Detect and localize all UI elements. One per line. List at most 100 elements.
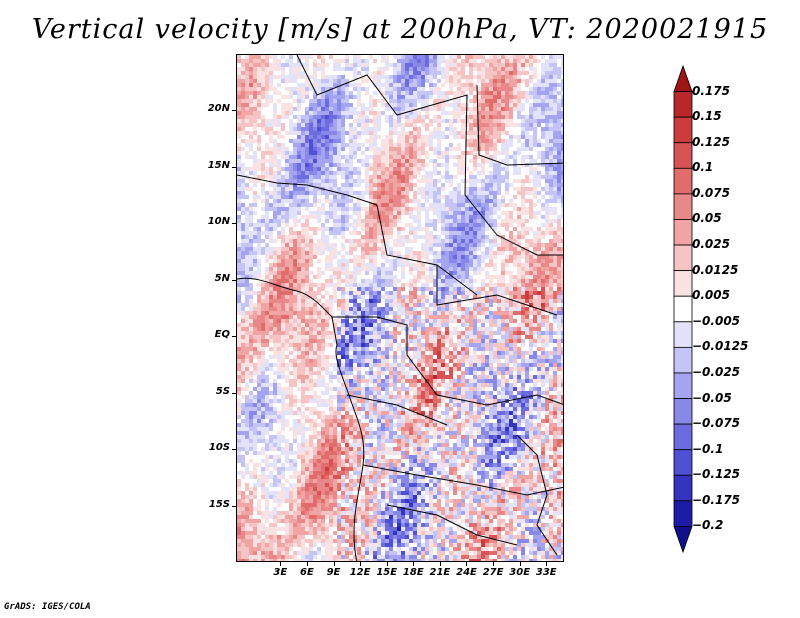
velocity-cell bbox=[497, 191, 501, 195]
velocity-cell bbox=[465, 135, 469, 139]
velocity-cell bbox=[249, 283, 253, 287]
velocity-cell bbox=[365, 223, 369, 227]
velocity-cell bbox=[409, 95, 413, 99]
velocity-cell bbox=[457, 87, 461, 91]
velocity-cell bbox=[281, 71, 285, 75]
velocity-cell bbox=[313, 279, 317, 283]
velocity-cell bbox=[289, 91, 293, 95]
velocity-cell bbox=[357, 159, 361, 163]
velocity-cell bbox=[517, 195, 521, 199]
velocity-cell bbox=[497, 139, 501, 143]
velocity-cell bbox=[317, 99, 321, 103]
velocity-cell bbox=[265, 83, 269, 87]
velocity-cell bbox=[505, 99, 509, 103]
velocity-cell bbox=[561, 299, 563, 303]
velocity-cell bbox=[381, 191, 385, 195]
velocity-cell bbox=[453, 127, 457, 131]
velocity-cell bbox=[473, 231, 477, 235]
velocity-cell bbox=[521, 63, 525, 67]
velocity-cell bbox=[529, 239, 533, 243]
velocity-cell bbox=[505, 279, 509, 283]
velocity-cell bbox=[425, 259, 429, 263]
velocity-cell bbox=[413, 255, 417, 259]
velocity-cell bbox=[453, 279, 457, 283]
velocity-cell bbox=[257, 59, 261, 63]
velocity-cell bbox=[321, 95, 325, 99]
velocity-cell bbox=[337, 215, 341, 219]
velocity-cell bbox=[545, 283, 549, 287]
velocity-cell bbox=[369, 211, 373, 215]
velocity-cell bbox=[265, 295, 269, 299]
velocity-cell bbox=[541, 295, 545, 299]
velocity-cell bbox=[361, 67, 365, 71]
velocity-cell bbox=[373, 291, 377, 295]
velocity-cell bbox=[441, 59, 445, 63]
velocity-cell bbox=[441, 131, 445, 135]
velocity-cell bbox=[397, 151, 401, 155]
velocity-cell bbox=[481, 211, 485, 215]
velocity-cell bbox=[505, 215, 509, 219]
velocity-cell bbox=[301, 239, 305, 243]
velocity-cell bbox=[453, 71, 457, 75]
velocity-cell bbox=[413, 243, 417, 247]
velocity-cell bbox=[517, 179, 521, 183]
velocity-cell bbox=[457, 263, 461, 267]
velocity-cell bbox=[261, 187, 265, 191]
velocity-cell bbox=[453, 227, 457, 231]
velocity-cell bbox=[373, 319, 377, 323]
velocity-cell bbox=[529, 283, 533, 287]
velocity-cell bbox=[461, 71, 465, 75]
velocity-cell bbox=[289, 259, 293, 263]
velocity-cell bbox=[329, 131, 333, 135]
velocity-cell bbox=[245, 315, 249, 319]
velocity-cell bbox=[281, 115, 285, 119]
velocity-cell bbox=[489, 275, 493, 279]
velocity-cell bbox=[325, 287, 329, 291]
velocity-cell bbox=[453, 267, 457, 271]
velocity-cell bbox=[277, 167, 281, 171]
velocity-cell bbox=[525, 95, 529, 99]
velocity-cell bbox=[545, 203, 549, 207]
velocity-cell bbox=[429, 131, 433, 135]
velocity-cell bbox=[317, 283, 321, 287]
velocity-cell bbox=[317, 263, 321, 267]
velocity-cell bbox=[409, 175, 413, 179]
velocity-cell bbox=[277, 163, 281, 167]
velocity-cell bbox=[397, 267, 401, 271]
velocity-cell bbox=[265, 283, 269, 287]
velocity-cell bbox=[405, 155, 409, 159]
velocity-cell bbox=[397, 63, 401, 67]
velocity-cell bbox=[265, 183, 269, 187]
velocity-cell bbox=[333, 219, 337, 223]
velocity-cell bbox=[521, 179, 525, 183]
velocity-cell bbox=[473, 151, 477, 155]
velocity-cell bbox=[245, 275, 249, 279]
velocity-cell bbox=[277, 79, 281, 83]
velocity-cell bbox=[501, 243, 505, 247]
velocity-cell bbox=[525, 291, 529, 295]
velocity-cell bbox=[373, 91, 377, 95]
velocity-cell bbox=[265, 235, 269, 239]
velocity-cell bbox=[513, 239, 517, 243]
velocity-cell bbox=[445, 175, 449, 179]
velocity-cell bbox=[469, 307, 473, 311]
velocity-cell bbox=[469, 91, 473, 95]
velocity-cell bbox=[529, 255, 533, 259]
velocity-cell bbox=[561, 171, 563, 175]
velocity-cell bbox=[353, 191, 357, 195]
velocity-cell bbox=[481, 311, 485, 315]
velocity-cell bbox=[505, 183, 509, 187]
velocity-cell bbox=[373, 119, 377, 123]
velocity-cell bbox=[313, 83, 317, 87]
velocity-cell bbox=[517, 291, 521, 295]
velocity-cell bbox=[301, 171, 305, 175]
velocity-cell bbox=[541, 291, 545, 295]
velocity-cell bbox=[393, 83, 397, 87]
velocity-cell bbox=[533, 315, 537, 319]
velocity-cell bbox=[333, 151, 337, 155]
velocity-cell bbox=[473, 175, 477, 179]
velocity-cell bbox=[257, 175, 261, 179]
velocity-cell bbox=[541, 63, 545, 67]
velocity-cell bbox=[309, 263, 313, 267]
velocity-cell bbox=[529, 163, 533, 167]
